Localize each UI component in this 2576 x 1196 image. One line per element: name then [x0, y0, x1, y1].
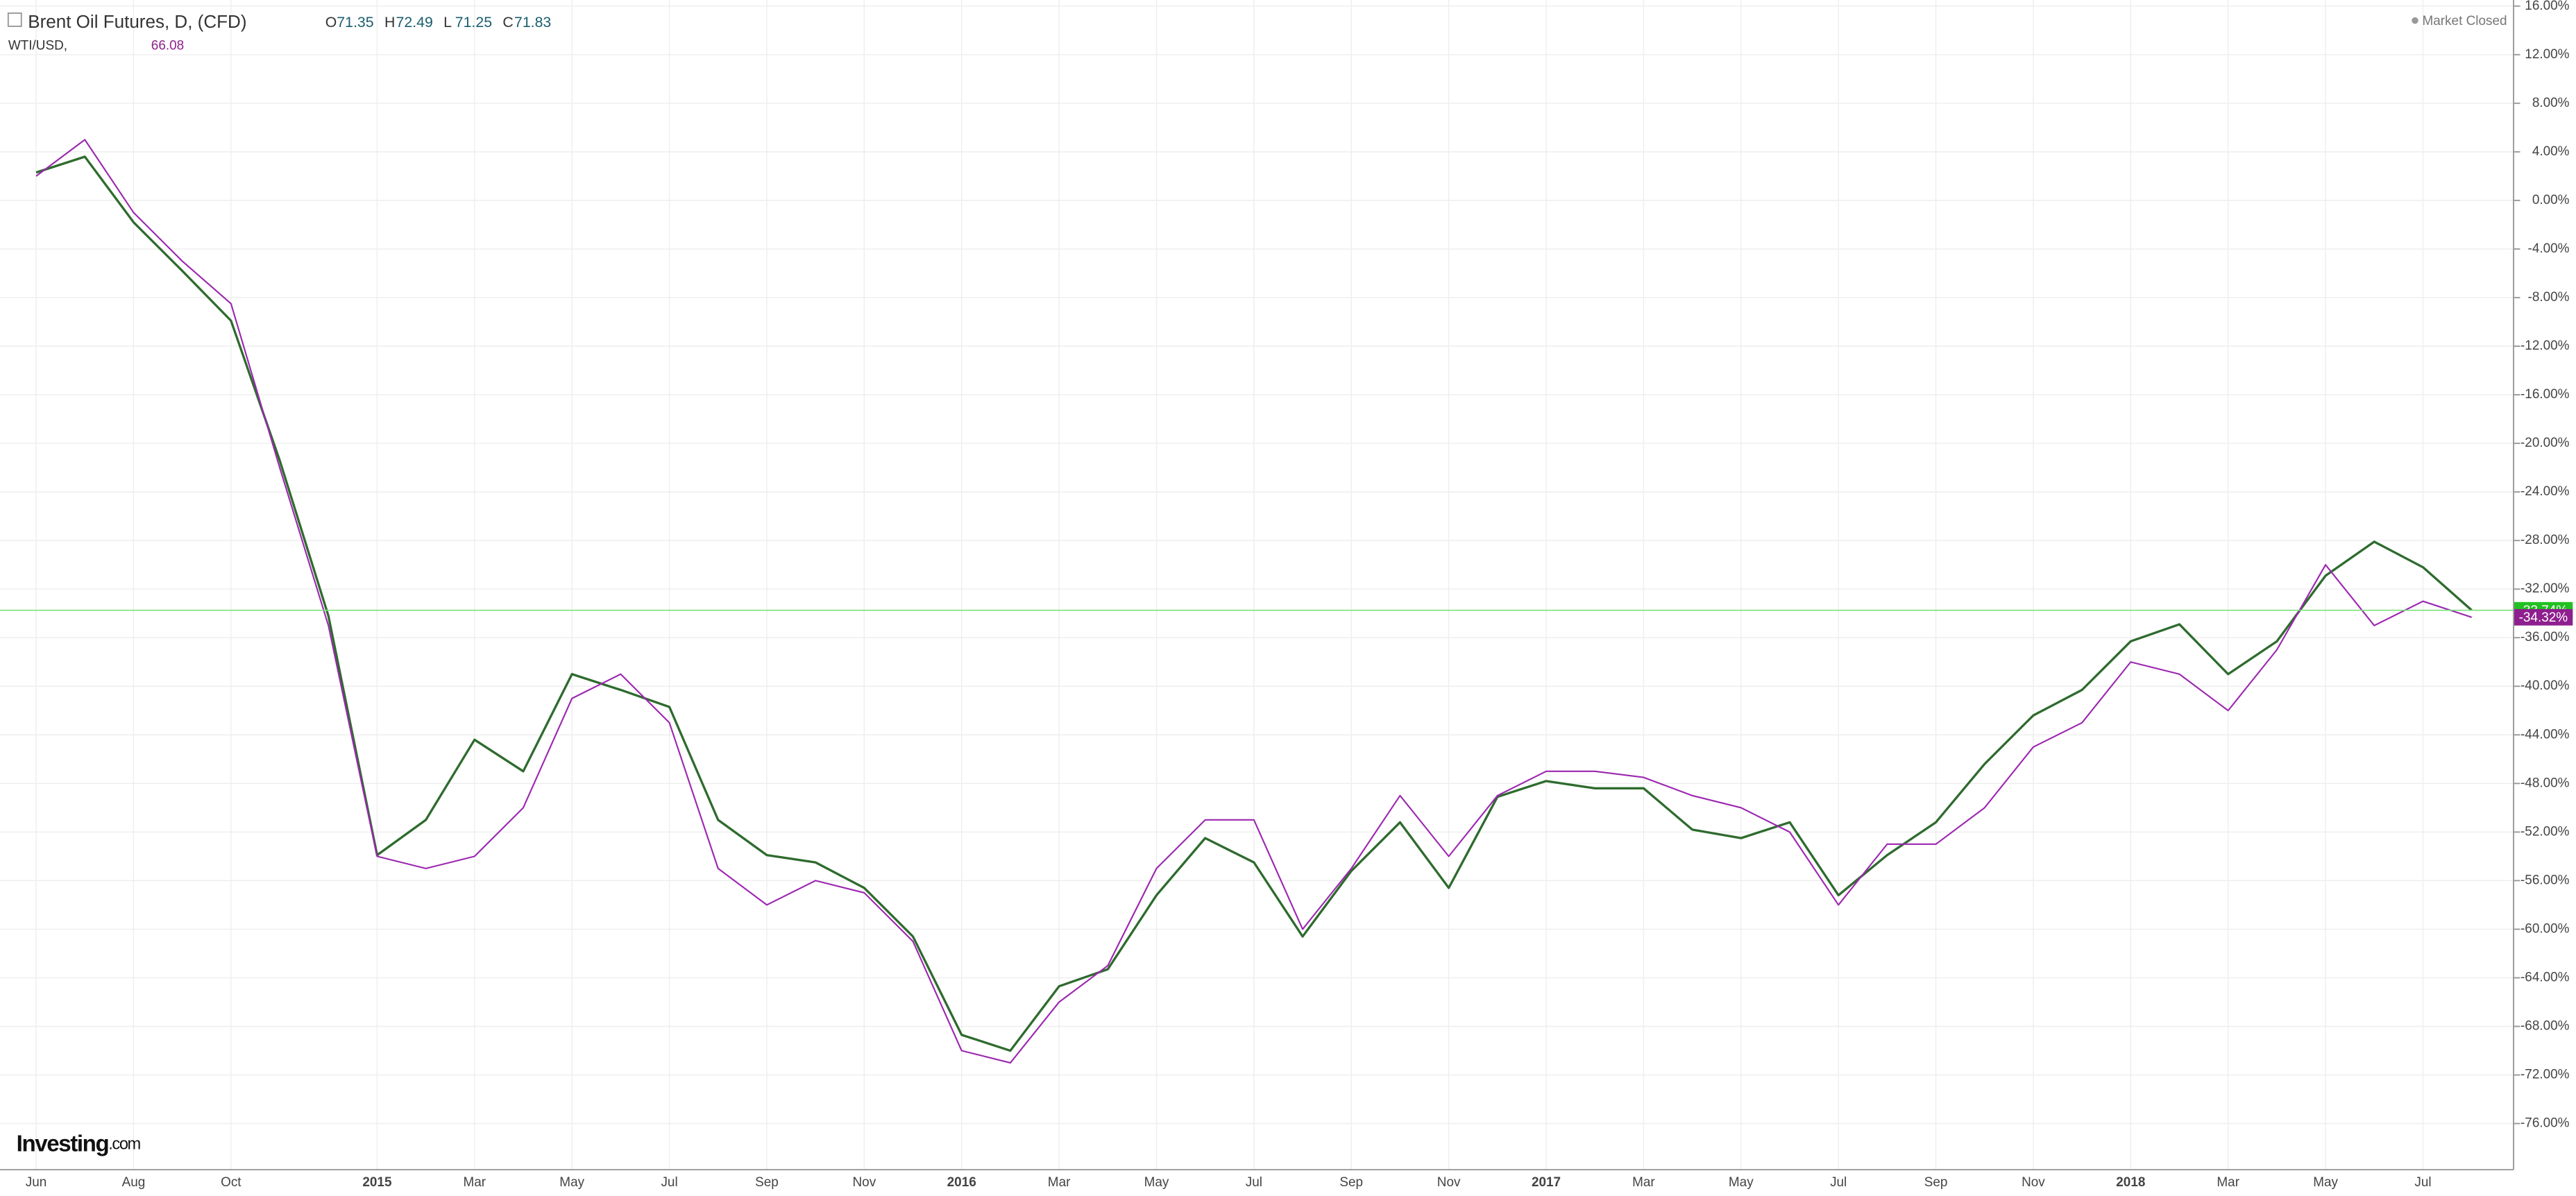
x-tick-label: Jul: [661, 1175, 677, 1190]
brand: Investing: [17, 1131, 109, 1156]
x-tick-label: 2015: [362, 1175, 391, 1190]
ohlc-value: 71.35: [337, 14, 373, 31]
y-tick-label: 8.00%: [2532, 96, 2570, 110]
ohlc-label: L: [443, 14, 452, 31]
y-tick-label: -76.00%: [2520, 1116, 2570, 1131]
x-tick-label: Jun: [26, 1175, 47, 1190]
x-tick-label: Mar: [1048, 1175, 1071, 1190]
x-tick-label: Mar: [463, 1175, 486, 1190]
y-tick-label: -12.00%: [2520, 339, 2570, 353]
x-tick-label: Nov: [1437, 1175, 1461, 1190]
y-tick-label: -56.00%: [2520, 873, 2570, 887]
x-tick-label: Mar: [1632, 1175, 1655, 1190]
x-tick-label: Aug: [122, 1175, 146, 1190]
brand-logo: Investing.com: [17, 1131, 141, 1156]
x-tick-label: 2017: [1532, 1175, 1561, 1190]
x-tick-label: May: [1144, 1175, 1169, 1190]
x-tick-label: May: [1729, 1175, 1754, 1190]
y-tick-label: -72.00%: [2520, 1068, 2570, 1082]
y-tick-label: -4.00%: [2528, 241, 2570, 256]
y-tick-label: -44.00%: [2520, 727, 2570, 742]
y-tick-label: -36.00%: [2520, 630, 2570, 644]
market-status: Market Closed: [2422, 14, 2507, 28]
ohlc-value: 71.25: [455, 14, 492, 31]
x-tick-label: Sep: [755, 1175, 779, 1190]
x-tick-label: May: [559, 1175, 584, 1190]
price-tag: [2514, 608, 2573, 626]
y-tick-label: -52.00%: [2520, 824, 2570, 839]
series-last-value: 66.08: [151, 38, 184, 53]
y-tick-label: -40.00%: [2520, 678, 2570, 693]
y-tick-label: -16.00%: [2520, 387, 2570, 402]
x-tick-label: Mar: [2217, 1175, 2239, 1190]
ohlc-value: 72.49: [396, 14, 433, 31]
y-tick-label: -8.00%: [2528, 290, 2570, 305]
y-tick-label: -60.00%: [2520, 921, 2570, 936]
x-tick-label: 2016: [947, 1175, 976, 1190]
x-tick-label: May: [2313, 1175, 2338, 1190]
series-line: [35, 155, 2473, 1052]
y-tick-label: 12.00%: [2525, 47, 2569, 62]
y-tick-label: 16.00%: [2525, 0, 2569, 13]
ohlc-label: C: [502, 14, 513, 31]
x-tick-label: Jul: [2414, 1175, 2431, 1190]
x-tick-label: Oct: [221, 1175, 242, 1190]
series-name[interactable]: Brent Oil Futures, D, (CFD): [28, 11, 246, 32]
y-tick-label: -68.00%: [2520, 1019, 2570, 1034]
ohlc-label: H: [384, 14, 395, 31]
x-tick-label: Sep: [1924, 1175, 1948, 1190]
y-tick-label: 4.00%: [2532, 144, 2570, 159]
series-name[interactable]: WTI/USD,: [8, 38, 67, 53]
y-tick-label: 0.00%: [2532, 193, 2570, 207]
x-tick-label: Jul: [1830, 1175, 1847, 1190]
brand-suffix: .com: [108, 1136, 140, 1154]
y-tick-label: -64.00%: [2520, 970, 2570, 984]
series-line: [35, 139, 2473, 1064]
x-tick-label: Nov: [2022, 1175, 2045, 1190]
y-tick-label: -32.00%: [2520, 581, 2570, 596]
x-tick-label: Jul: [1246, 1175, 1262, 1190]
x-tick-label: Nov: [853, 1175, 876, 1190]
x-tick-label: 2018: [2116, 1175, 2145, 1190]
price-tag-label: -34.32%: [2519, 610, 2568, 625]
status-dot: [2412, 17, 2418, 24]
ohlc-label: O: [325, 14, 337, 31]
y-tick-label: -20.00%: [2520, 436, 2570, 450]
ohlc-values: O 71.35 H 72.49 L 71.25 C 71.83: [325, 14, 552, 31]
y-tick-label: -48.00%: [2520, 776, 2570, 790]
collapse-button[interactable]: [7, 12, 22, 27]
x-tick-label: Sep: [1339, 1175, 1363, 1190]
ohlc-value: 71.83: [514, 14, 551, 31]
y-tick-label: -24.00%: [2520, 484, 2570, 499]
y-tick-label: -28.00%: [2520, 533, 2570, 547]
plot: -33.74%-34.32%: [0, 139, 2573, 1064]
